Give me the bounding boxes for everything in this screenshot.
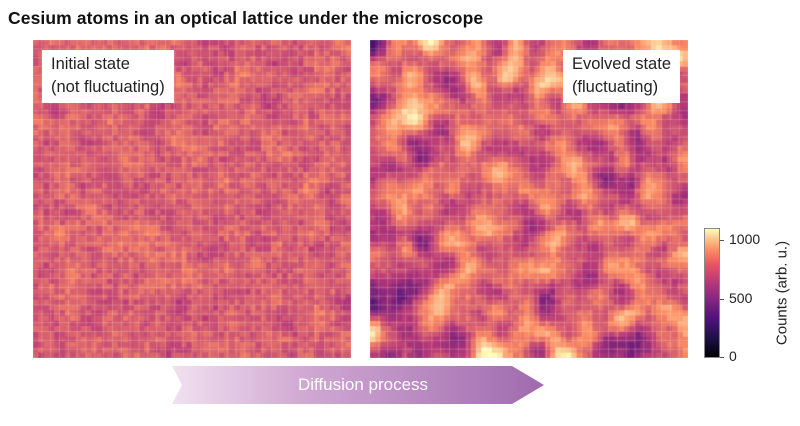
initial-state-label: Initial state (not fluctuating): [42, 50, 174, 103]
colorbar-tick-500: 500: [729, 290, 753, 306]
colorbar-label: Counts (arb. u.): [773, 240, 791, 346]
colorbar-tick-mark-500: [720, 299, 724, 300]
evolved-state-image: Evolved state (fluctuating): [370, 40, 688, 358]
initial-state-title: Initial state: [51, 55, 130, 73]
colorbar: [704, 228, 720, 358]
evolved-state-label: Evolved state (fluctuating): [562, 50, 680, 103]
evolved-state-subtitle: (fluctuating): [571, 78, 659, 96]
diffusion-arrow: Diffusion process: [172, 366, 544, 404]
arrow-label: Diffusion process: [297, 375, 429, 394]
colorbar-tick-mark-1000: [720, 240, 724, 241]
colorbar-tick-1000: 1000: [729, 231, 761, 247]
evolved-state-title: Evolved state: [571, 55, 671, 73]
initial-state-subtitle: (not fluctuating): [51, 78, 165, 96]
colorbar-tick-mark-0: [720, 357, 724, 358]
figure-title: Cesium atoms in an optical lattice under…: [8, 8, 484, 28]
initial-state-image: Initial state (not fluctuating): [33, 40, 351, 358]
colorbar-tick-0: 0: [729, 348, 737, 364]
arrow-shape: [172, 366, 544, 404]
